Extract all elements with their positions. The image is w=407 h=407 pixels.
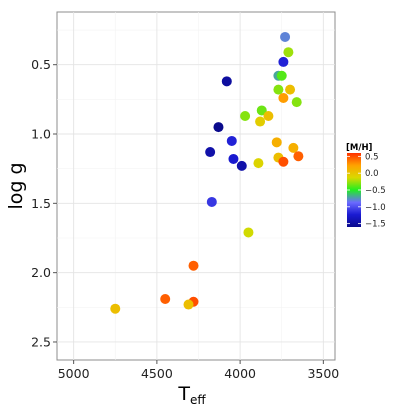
- data-point: [276, 70, 287, 81]
- y-tick-label: 0.5: [31, 57, 51, 72]
- x-axis-ticks: 5000 4500 4000 3500: [58, 360, 339, 381]
- data-point: [280, 31, 291, 42]
- data-point: [271, 137, 282, 148]
- legend-tick-label: −1.5: [365, 220, 386, 230]
- data-point: [256, 105, 267, 116]
- data-point: [213, 122, 224, 133]
- plot-panel: [56, 11, 336, 361]
- data-point: [183, 299, 194, 310]
- legend-title: [M/H]: [346, 143, 373, 153]
- y-tick-label: 0.0: [31, 0, 51, 3]
- data-point: [110, 303, 121, 314]
- data-point: [226, 135, 237, 146]
- y-axis-title: log g: [5, 162, 27, 209]
- data-point: [293, 151, 304, 162]
- data-point: [221, 76, 232, 87]
- data-points: [110, 31, 304, 314]
- data-point: [291, 97, 302, 108]
- data-point: [160, 293, 171, 304]
- x-tick-label: 3500: [307, 366, 339, 381]
- legend-tick-label: −1.0: [365, 203, 386, 213]
- data-point: [288, 142, 299, 153]
- x-tick-label: 4500: [141, 366, 173, 381]
- data-point: [285, 84, 296, 95]
- x-axis-title-subscript: eff: [190, 393, 206, 407]
- data-point: [263, 110, 274, 121]
- grid-lines: [57, 12, 335, 360]
- legend-ticks: 0.5 0.0 −0.5 −1.0 −1.5: [347, 152, 386, 230]
- legend-tick-label: 0.5: [365, 152, 379, 162]
- x-axis-title-main: T: [177, 383, 190, 405]
- data-point: [236, 160, 247, 171]
- data-point: [188, 260, 199, 271]
- y-tick-label: 1.5: [31, 196, 51, 211]
- legend-tick-label: −0.5: [365, 186, 386, 196]
- data-point: [205, 147, 216, 158]
- data-point: [273, 84, 284, 95]
- x-axis-title: Teff: [177, 383, 206, 407]
- y-axis-ticks: 0.0 0.5 1.0 1.5 2.0 2.5: [31, 0, 57, 349]
- data-point: [255, 116, 266, 127]
- data-point: [283, 47, 294, 58]
- data-point: [240, 110, 251, 121]
- legend-tick-label: 0.0: [365, 169, 379, 179]
- color-legend: [M/H] 0.5 0.0 −0.5 −1.0 −1.5: [346, 143, 386, 230]
- y-tick-label: 2.0: [31, 265, 51, 280]
- legend-colorbar: [347, 153, 361, 227]
- data-point: [243, 227, 254, 238]
- data-point: [278, 56, 289, 67]
- x-tick-label: 5000: [58, 366, 90, 381]
- data-point: [228, 153, 239, 164]
- data-point: [278, 156, 289, 167]
- y-tick-label: 1.0: [31, 127, 51, 142]
- x-tick-label: 4000: [224, 366, 256, 381]
- data-point: [253, 158, 264, 169]
- data-point: [206, 196, 217, 207]
- y-tick-label: 2.5: [31, 334, 51, 349]
- data-point: [278, 92, 289, 103]
